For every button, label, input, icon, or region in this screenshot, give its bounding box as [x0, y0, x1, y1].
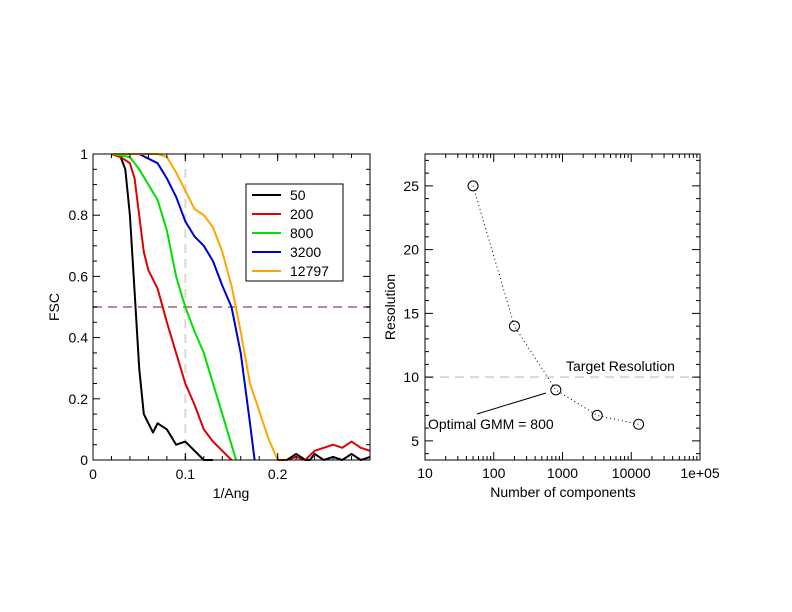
- fsc-y-tick-label: 0: [80, 452, 88, 468]
- legend-label-800: 800: [290, 225, 314, 241]
- fsc-y-tick-label: 0.6: [69, 268, 89, 284]
- resolution-point: [508, 320, 520, 332]
- resolution-point: [550, 384, 562, 396]
- fsc-y-tick-label: 0.2: [69, 391, 89, 407]
- legend-label-12797: 12797: [290, 263, 329, 279]
- fsc-series-12797: [111, 153, 279, 461]
- fsc-series-3200: [111, 153, 256, 461]
- resolution-x-ticks: 10 100 1000 10000 1e+05: [417, 154, 720, 481]
- fsc-series-50: [111, 153, 213, 461]
- resolution-y-tick-label: 5: [411, 433, 419, 449]
- fsc-series-800: [111, 153, 238, 461]
- resolution-point: [591, 409, 603, 421]
- resolution-y-axis-label: Resolution: [382, 274, 398, 340]
- fsc-legend: 50 200 800 3200 12797: [245, 183, 344, 282]
- fsc-x-tick-label: 0.2: [268, 466, 288, 482]
- fsc-y-tick-label: 0.8: [69, 207, 89, 223]
- fsc-series-200: [111, 153, 233, 461]
- resolution-x-tick-label: 10: [417, 465, 433, 481]
- resolution-point: [633, 418, 645, 430]
- resolution-point: [467, 180, 479, 192]
- fsc-noise-red: [277, 440, 371, 461]
- fsc-y-tick-label: 1: [80, 146, 88, 162]
- resolution-x-tick-label: 10000: [612, 465, 651, 481]
- fsc-y-ticks: 0 0.2 0.4 0.6 0.8 1: [69, 146, 370, 468]
- resolution-x-tick-label: 1e+05: [680, 465, 720, 481]
- target-resolution-label: Target Resolution: [566, 358, 675, 374]
- fsc-x-ticks: 0 0.1 0.2: [89, 154, 353, 482]
- resolution-x-tick-label: 100: [482, 465, 506, 481]
- resolution-series: [467, 180, 645, 430]
- fsc-y-axis-label: FSC: [46, 293, 62, 321]
- resolution-y-ticks: 5 10 15 20 25: [403, 159, 700, 455]
- resolution-y-tick-label: 25: [403, 178, 419, 194]
- fsc-x-axis-label: 1/Ang: [213, 485, 250, 501]
- optimal-gmm-pointer: [476, 392, 547, 415]
- legend-label-3200: 3200: [290, 244, 321, 260]
- resolution-dotted-line: [472, 185, 639, 425]
- fsc-legend-items: 50 200 800 3200 12797: [252, 187, 329, 279]
- legend-label-200: 200: [290, 206, 314, 222]
- fsc-y-tick-label: 0.4: [69, 330, 89, 346]
- resolution-y-tick-label: 15: [403, 305, 419, 321]
- fsc-series: [111, 153, 371, 461]
- resolution-chart: 10 100 1000 10000 1e+05 5 10 15 20 25 Number of …: [382, 153, 720, 500]
- resolution-y-tick-label: 20: [403, 242, 419, 258]
- resolution-x-tick-label: 1000: [547, 465, 578, 481]
- resolution-x-axis-label: Number of components: [490, 484, 636, 500]
- fsc-chart: 0 0.1 0.2 0 0.2 0.4 0.6 0.8 1 1/Ang FSC 50 200 80…: [46, 146, 371, 501]
- fsc-x-tick-label: 0.1: [176, 466, 196, 482]
- resolution-y-tick-label: 10: [403, 369, 419, 385]
- optimal-gmm-annotation: Optimal GMM = 800: [428, 416, 554, 432]
- legend-label-50: 50: [290, 187, 306, 203]
- fsc-x-tick-label: 0: [89, 466, 97, 482]
